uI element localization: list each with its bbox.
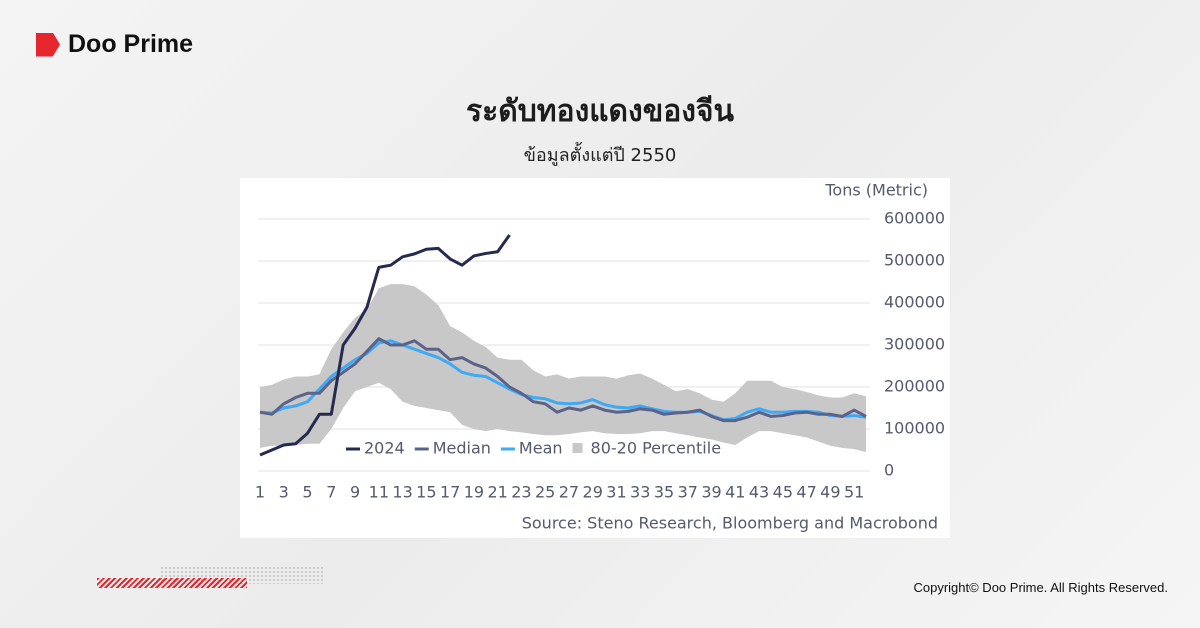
chart-title: ระดับทองแดงของจีน: [466, 94, 734, 129]
y-tick-label: 200000: [884, 377, 945, 396]
y-tick-label: 600000: [884, 209, 945, 228]
x-tick-label: 35: [654, 483, 674, 502]
x-tick-label: 51: [844, 483, 864, 502]
source: Source: Steno Research, Bloomberg and Ma…: [522, 514, 938, 533]
x-tick-label: 9: [350, 483, 360, 502]
x-tick-label: 37: [678, 483, 698, 502]
x-tick-label: 21: [487, 483, 507, 502]
line: [259, 234, 511, 457]
x-tick-label: 43: [749, 483, 769, 502]
logo: Doo Prime: [36, 30, 193, 59]
legend-swatch: [572, 443, 583, 453]
legend-label: Median: [433, 439, 491, 458]
x-tick-label: 7: [326, 483, 336, 502]
x-tick-label: 27: [559, 483, 579, 502]
x-tick-label: 19: [464, 483, 484, 502]
line: [259, 337, 867, 423]
x-tick-label: 39: [701, 483, 721, 502]
decoration: [97, 578, 247, 588]
y-tick-label: 400000: [884, 293, 945, 312]
legend-label: 80-20 Percentile: [591, 439, 722, 458]
copyright: Copyright© Doo Prime. All Rights Reserve…: [913, 580, 1168, 595]
x-tick-label: 3: [279, 483, 289, 502]
y-tick-label: 100000: [884, 419, 945, 438]
chart-subtitle: ข้อมูลตั้งแต่ปี 2550: [523, 145, 677, 166]
logo-text: Doo Prime: [68, 30, 194, 58]
x-tick-label: 17: [440, 483, 460, 502]
x-tick-label: 13: [392, 483, 412, 502]
x-tick-label: 5: [302, 483, 312, 502]
x-tick-label: 1: [255, 483, 265, 502]
legend-label: Mean: [519, 439, 563, 458]
x-tick-label: 41: [725, 483, 745, 502]
legend-label: 2024: [364, 439, 405, 458]
x-tick-label: 15: [416, 483, 436, 502]
x-tick-label: 23: [511, 483, 531, 502]
x-tick-label: 31: [606, 483, 626, 502]
x-tick-label: 45: [773, 483, 793, 502]
x-tick-label: 25: [535, 483, 555, 502]
x-tick-label: 49: [820, 483, 840, 502]
x-tick-label: 33: [630, 483, 650, 502]
y-axis-label: Tons (Metric): [824, 181, 928, 200]
y-tick-label: 0: [884, 461, 894, 480]
band: [260, 284, 866, 453]
y-tick-label: 500000: [884, 251, 945, 270]
x-tick-label: 47: [796, 483, 816, 502]
x-tick-label: 29: [583, 483, 603, 502]
x-tick-label: 11: [369, 483, 389, 502]
y-tick-label: 300000: [884, 335, 945, 354]
